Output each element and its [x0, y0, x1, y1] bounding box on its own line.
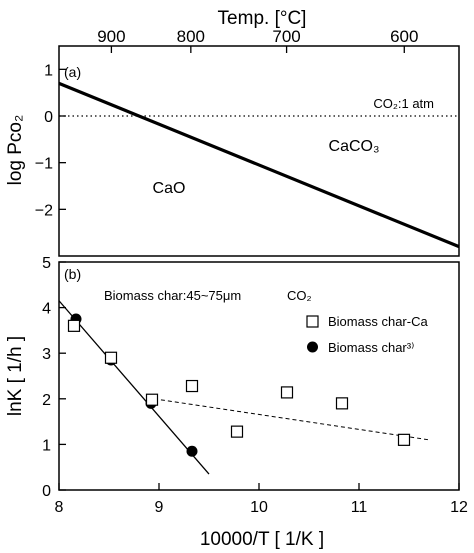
panel-b-x-tick-label-12: 12 — [450, 499, 468, 516]
point-biomass-char-3 — [186, 445, 198, 457]
panel-a-y-axis-label: log Pco₂ — [5, 115, 26, 186]
panel-b-x-tick-label-10: 10 — [250, 499, 268, 516]
panel-a-y-tick-label-0: 0 — [44, 109, 53, 126]
panel-b-y-tick-label-3: 3 — [42, 346, 51, 363]
panel-b-y-tick-label-0: 0 — [42, 483, 51, 500]
panel-b-y-tick-label-2: 2 — [42, 392, 51, 409]
legend-label-biomass-char-ca: Biomass char-Ca — [328, 314, 428, 329]
panel-b-x-tick-label-11: 11 — [351, 499, 368, 516]
top-axis-tick-label-900: 900 — [97, 27, 125, 46]
panel-b-y-tick-label-4: 4 — [42, 301, 51, 318]
panel-b-y-axis-label: lnK [ 1/h ] — [5, 336, 26, 416]
panel-b-tag: (b) — [64, 266, 81, 282]
point-biomass-char-ca-4 — [230, 425, 244, 438]
panel-b-x-tick-label-8: 8 — [55, 499, 64, 516]
top-axis-label: Temp. [°C] — [218, 8, 307, 29]
fit-line-dashed — [153, 398, 430, 441]
panel-b-x-axis-label: 10000/T [ 1/K ] — [200, 529, 324, 550]
point-biomass-char-ca-6 — [335, 397, 349, 410]
panel-a-tag: (a) — [64, 64, 81, 80]
legend: Biomass char-Ca Biomass char³⁾ — [306, 314, 428, 355]
point-biomass-char-ca-3 — [185, 379, 199, 393]
panel-a-frame — [58, 45, 460, 257]
point-biomass-char-ca-7 — [397, 433, 411, 446]
panel-a-y-tick-label--1: −1 — [35, 156, 53, 173]
particle-size-annotation: Biomass char:45~75μm — [104, 288, 241, 303]
panel-a: 900 800 700 600 Temp. [°C] 10−1−2 log Pco₂ … — [5, 8, 460, 257]
panel-a-y-ticks: 1 0 −1 −2 — [35, 62, 66, 219]
region-label-cao: CaO — [153, 180, 186, 197]
fit-lines — [58, 300, 430, 475]
point-biomass-char-ca-5 — [280, 386, 294, 399]
panel-b-y-tick-label-1: 1 — [42, 437, 51, 454]
panel-b-y-tick-label-5: 5 — [42, 255, 51, 272]
fit-line-solid — [58, 300, 210, 475]
equilibrium-line — [58, 81, 460, 249]
top-axis-tick-label-600: 600 — [390, 27, 418, 46]
point-biomass-char-ca-2 — [145, 393, 159, 406]
point-biomass-char-ca-0 — [67, 319, 81, 332]
panel-b-y-ticks: 0 1 2 3 4 5 — [42, 255, 66, 500]
top-axis-ticks: 900 800 700 600 — [97, 27, 418, 53]
panel-b-x-tick-label-9: 9 — [155, 499, 164, 516]
point-biomass-char-ca-1 — [104, 351, 118, 364]
panel-a-y-tick-label--2: −2 — [35, 202, 53, 219]
top-axis-tick-label-700: 700 — [272, 27, 300, 46]
legend-marker-filled-circle — [307, 341, 318, 353]
co2-1atm-label: CO₂:1 atm — [373, 96, 434, 111]
top-axis-tick-label-800: 800 — [177, 27, 205, 46]
legend-title: CO₂ — [287, 288, 312, 303]
data-points — [67, 313, 411, 457]
panel-b-x-ticks: 8 9 10 11 12 — [55, 483, 468, 516]
legend-label-biomass-char: Biomass char³⁾ — [328, 340, 414, 355]
region-label-caco3: CaCO₃ — [329, 138, 380, 155]
legend-marker-open-square — [306, 315, 319, 328]
panel-a-y-tick-label-1: 1 — [44, 62, 53, 79]
